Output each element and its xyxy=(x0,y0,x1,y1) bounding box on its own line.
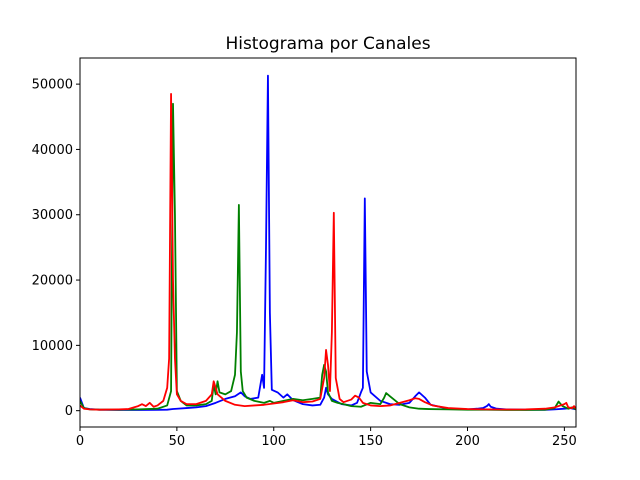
y-axis: 0 10000 20000 30000 40000 50000 xyxy=(32,78,80,419)
x-tick-label: 50 xyxy=(169,434,186,449)
x-tick-label: 100 xyxy=(261,434,286,449)
plot-frame xyxy=(79,57,577,428)
y-tick-label: 20000 xyxy=(32,274,73,289)
y-tick-label: 30000 xyxy=(32,208,73,223)
series-layer xyxy=(80,74,576,411)
x-tick-label: 200 xyxy=(455,434,480,449)
series-line-0 xyxy=(80,74,576,411)
x-tick-label: 250 xyxy=(552,434,577,449)
x-tick-label: 150 xyxy=(358,434,383,449)
y-tick-label: 0 xyxy=(65,404,73,419)
series-line-2 xyxy=(80,93,576,411)
x-tick-label: 0 xyxy=(76,434,84,449)
chart-title: Histograma por Canales xyxy=(225,34,430,54)
plot-area xyxy=(79,57,577,428)
x-axis: 0 50 100 150 200 250 xyxy=(76,427,577,449)
y-tick-label: 50000 xyxy=(32,78,73,93)
y-tick-label: 40000 xyxy=(32,143,73,158)
y-tick-label: 10000 xyxy=(32,339,73,354)
